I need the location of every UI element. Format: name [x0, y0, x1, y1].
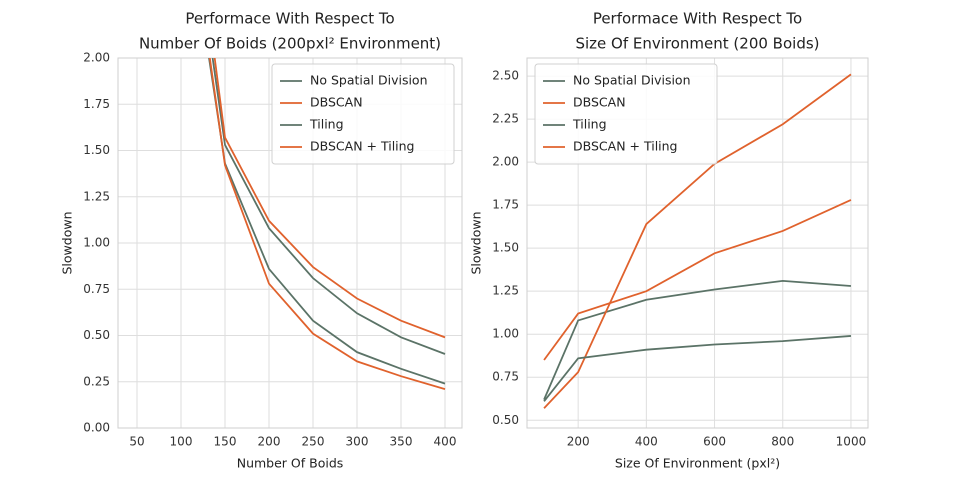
x-tick-label: 350 — [390, 435, 413, 449]
x-tick-label: 200 — [258, 435, 281, 449]
y-tick-label: 0.75 — [83, 282, 110, 296]
y-tick-label: 1.75 — [492, 198, 519, 212]
series-line — [211, 58, 446, 355]
x-tick-label: 400 — [635, 435, 658, 449]
chart-title: Size Of Environment (200 Boids) — [575, 35, 819, 53]
legend-box — [534, 63, 718, 165]
legend-label: DBSCAN + Tiling — [573, 139, 678, 154]
y-tick-label: 0.50 — [492, 413, 519, 427]
y-tick-label: 0.50 — [83, 328, 110, 342]
y-tick-label: 2.50 — [492, 69, 519, 83]
legend-label: DBSCAN + Tiling — [310, 139, 415, 154]
series-line — [208, 58, 446, 391]
series-group — [208, 58, 446, 391]
x-tick-label: 800 — [771, 435, 794, 449]
y-tick-label: 0.25 — [83, 374, 110, 388]
series-line — [213, 58, 446, 339]
legend-box — [271, 63, 455, 165]
series-line — [543, 199, 852, 361]
chart: 200 400 600 800 1000 0.50 0.75 1.00 1.25 1.50 1.75… — [469, 10, 869, 471]
y-tick-label: 1.00 — [83, 236, 110, 250]
series-line — [543, 73, 852, 409]
plot-frame — [117, 57, 463, 429]
series-line — [543, 279, 852, 400]
x-tick-label: 200 — [567, 435, 590, 449]
legend-label: Tiling — [572, 117, 607, 132]
series-line — [543, 335, 852, 402]
y-axis-label: Slowdown — [469, 211, 484, 274]
x-tick-label: 50 — [129, 435, 144, 449]
chart-title: Number Of Boids (200pxl² Environment) — [139, 35, 441, 53]
y-tick-label: 2.00 — [492, 155, 519, 169]
plot-frame — [526, 57, 869, 429]
x-tick-label: 300 — [346, 435, 369, 449]
legend-label: No Spatial Division — [310, 73, 428, 88]
y-tick-label: 2.00 — [83, 51, 110, 65]
legend-label: DBSCAN — [573, 95, 626, 110]
x-axis-label: Size Of Environment (pxl²) — [615, 456, 780, 471]
x-tick-label: 1000 — [836, 435, 867, 449]
y-tick-label: 1.50 — [83, 143, 110, 157]
y-axis-label: Slowdown — [60, 211, 75, 274]
y-tick-label: 0.00 — [83, 421, 110, 435]
x-tick-label: 250 — [302, 435, 325, 449]
series-group — [543, 73, 852, 409]
y-tick-label: 2.25 — [492, 112, 519, 126]
y-tick-label: 1.00 — [492, 327, 519, 341]
y-tick-label: 1.25 — [83, 189, 110, 203]
x-tick-label: 100 — [170, 435, 193, 449]
y-tick-label: 1.25 — [492, 284, 519, 298]
chart-title: Performace With Respect To — [185, 10, 394, 28]
y-tick-label: 0.75 — [492, 370, 519, 384]
legend-label: DBSCAN — [310, 95, 363, 110]
legend-label: No Spatial Division — [573, 73, 691, 88]
chart-title: Performace With Respect To — [593, 10, 802, 28]
y-tick-label: 1.75 — [83, 97, 110, 111]
chart: 50 100 150 200 250 300 350 400 0.00 0.25 0.50 0.75 1… — [60, 10, 463, 471]
y-tick-label: 1.50 — [492, 241, 519, 255]
legend-label: Tiling — [309, 117, 344, 132]
x-tick-label: 400 — [434, 435, 457, 449]
x-axis-label: Number Of Boids — [237, 456, 344, 471]
x-tick-label: 600 — [703, 435, 726, 449]
x-tick-label: 150 — [214, 435, 237, 449]
